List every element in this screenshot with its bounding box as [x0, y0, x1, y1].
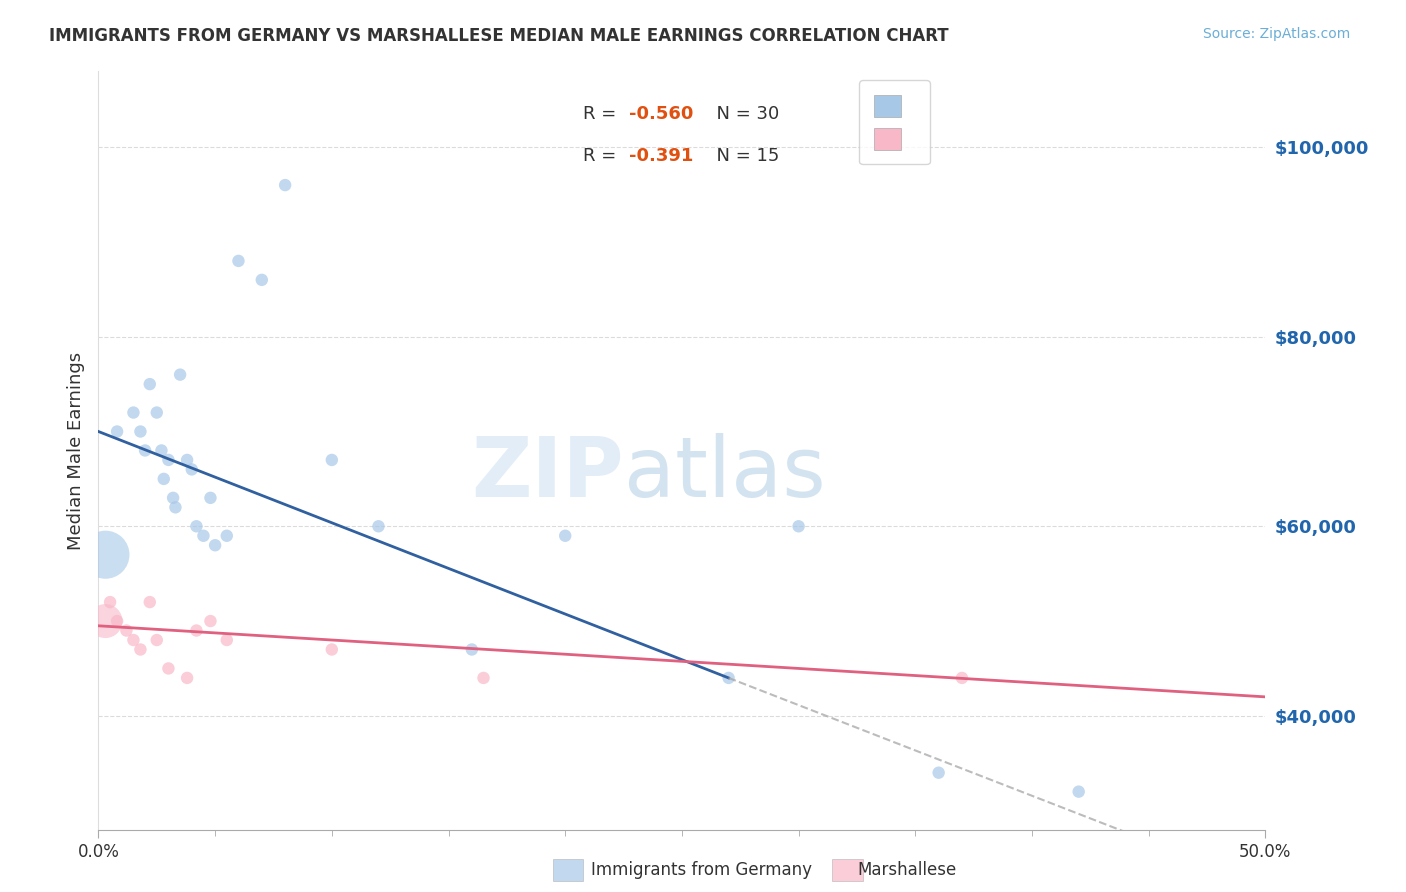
Point: [122, 633, 145, 648]
Legend: , : ,: [859, 80, 929, 164]
Point: [129, 642, 152, 657]
Text: ZIP: ZIP: [471, 433, 624, 514]
Point: [274, 178, 297, 192]
Text: -0.391: -0.391: [630, 147, 693, 165]
Point: [367, 519, 389, 533]
Point: [200, 491, 222, 505]
Point: [193, 529, 215, 543]
Text: Marshallese: Marshallese: [858, 861, 957, 879]
Text: N = 30: N = 30: [706, 105, 779, 123]
Point: [115, 624, 138, 638]
Point: [162, 491, 184, 505]
Point: [321, 642, 343, 657]
Point: [139, 377, 162, 392]
Point: [129, 425, 152, 439]
Point: [186, 519, 208, 533]
Point: [554, 529, 576, 543]
Point: [94, 614, 117, 628]
Point: [122, 405, 145, 420]
Point: [1067, 785, 1090, 799]
Point: [165, 500, 187, 515]
Point: [94, 548, 117, 562]
Point: [717, 671, 740, 685]
FancyBboxPatch shape: [832, 859, 863, 881]
Point: [215, 633, 238, 648]
Text: Immigrants from Germany: Immigrants from Germany: [591, 861, 811, 879]
Point: [169, 368, 191, 382]
Text: atlas: atlas: [624, 433, 825, 514]
Point: [250, 273, 273, 287]
Point: [146, 633, 169, 648]
Point: [176, 453, 198, 467]
Point: [950, 671, 973, 685]
Point: [176, 671, 198, 685]
Point: [105, 425, 128, 439]
Point: [461, 642, 484, 657]
Point: [200, 614, 222, 628]
Text: Source: ZipAtlas.com: Source: ZipAtlas.com: [1202, 27, 1350, 41]
Point: [157, 453, 180, 467]
Point: [228, 254, 250, 268]
Text: R =: R =: [582, 105, 627, 123]
FancyBboxPatch shape: [553, 859, 583, 881]
Text: -0.560: -0.560: [630, 105, 693, 123]
Point: [321, 453, 343, 467]
Point: [928, 765, 950, 780]
Text: R =: R =: [582, 147, 627, 165]
Text: N = 15: N = 15: [706, 147, 779, 165]
Point: [204, 538, 226, 552]
Point: [186, 624, 208, 638]
Point: [105, 614, 128, 628]
Point: [134, 443, 156, 458]
Point: [472, 671, 495, 685]
Point: [180, 462, 202, 476]
Point: [150, 443, 173, 458]
Point: [157, 661, 180, 675]
Y-axis label: Median Male Earnings: Median Male Earnings: [66, 351, 84, 549]
Point: [152, 472, 174, 486]
Point: [215, 529, 238, 543]
Text: IMMIGRANTS FROM GERMANY VS MARSHALLESE MEDIAN MALE EARNINGS CORRELATION CHART: IMMIGRANTS FROM GERMANY VS MARSHALLESE M…: [49, 27, 949, 45]
Point: [139, 595, 162, 609]
Point: [146, 405, 169, 420]
Point: [787, 519, 810, 533]
Point: [98, 595, 121, 609]
